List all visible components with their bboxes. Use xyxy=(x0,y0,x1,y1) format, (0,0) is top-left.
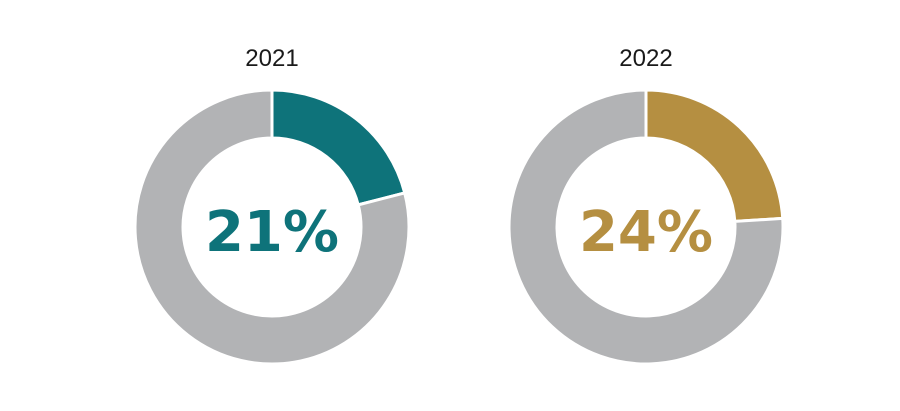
donut-slices-2022 xyxy=(507,88,785,366)
center-percent-2021: 21% xyxy=(205,200,339,265)
chart-title-2022: 2022 xyxy=(619,45,672,72)
donut-slices-2021 xyxy=(133,88,411,366)
donut-slice-2021-1 xyxy=(133,88,411,366)
donut-slice-2022-1 xyxy=(507,88,785,366)
donut-slice-2021-0 xyxy=(270,88,407,207)
donut-chart-2022: 2022 24% xyxy=(507,45,785,366)
chart-title-2021: 2021 xyxy=(245,45,298,72)
donut-chart-2021: 2021 21% xyxy=(133,45,411,366)
center-percent-2022: 24% xyxy=(579,200,713,265)
